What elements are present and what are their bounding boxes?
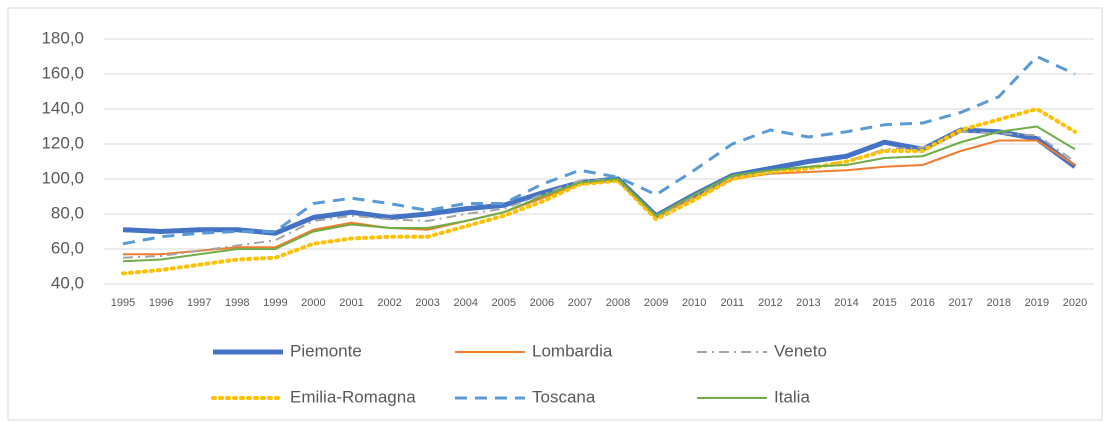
x-tick-label: 2012 — [758, 297, 782, 309]
y-tick-label: 80,0 — [51, 203, 84, 222]
legend-label: Piemonte — [290, 341, 362, 360]
x-tick-label: 1999 — [263, 297, 287, 309]
y-tick-label: 160,0 — [41, 63, 84, 82]
x-tick-label: 2007 — [568, 297, 592, 309]
x-tick-label: 2002 — [377, 297, 401, 309]
legend-label: Emilia-Romagna — [290, 387, 416, 406]
x-tick-label: 2015 — [872, 297, 896, 309]
x-tick-label: 2020 — [1063, 297, 1087, 309]
x-tick-label: 1997 — [187, 297, 211, 309]
series-line — [122, 55, 1076, 246]
legend-label: Italia — [774, 387, 810, 406]
series-line — [122, 125, 1076, 263]
x-tick-label: 1995 — [111, 297, 135, 309]
x-tick-label: 2005 — [492, 297, 516, 309]
y-tick-label: 140,0 — [41, 98, 84, 117]
x-tick-label: 2011 — [720, 297, 744, 309]
x-tick-label: 2019 — [1025, 297, 1049, 309]
x-tick-label: 1996 — [149, 297, 173, 309]
x-tick-label: 2006 — [530, 297, 554, 309]
y-tick-label: 60,0 — [51, 238, 84, 257]
x-tick-label: 2001 — [339, 297, 363, 309]
y-tick-label: 40,0 — [51, 273, 84, 292]
x-tick-label: 1998 — [225, 297, 249, 309]
legend-label: Veneto — [774, 341, 827, 360]
x-tick-label: 2014 — [834, 297, 858, 309]
x-tick-label: 2008 — [606, 297, 630, 309]
x-tick-label: 2017 — [948, 297, 972, 309]
series-line — [121, 107, 1077, 276]
y-tick-label: 120,0 — [41, 133, 84, 152]
x-tick-label: 2013 — [796, 297, 820, 309]
legend-label: Toscana — [532, 387, 596, 406]
y-tick-label: 100,0 — [41, 168, 84, 187]
x-tick-label: 2003 — [415, 297, 439, 309]
legend-label: Lombardia — [532, 341, 613, 360]
x-tick-label: 2018 — [987, 297, 1011, 309]
x-tick-label: 2004 — [453, 297, 477, 309]
x-tick-label: 2016 — [910, 297, 934, 309]
x-tick-label: 2009 — [644, 297, 668, 309]
y-tick-label: 180,0 — [41, 28, 84, 47]
x-tick-label: 2000 — [301, 297, 325, 309]
x-tick-label: 2010 — [682, 297, 706, 309]
